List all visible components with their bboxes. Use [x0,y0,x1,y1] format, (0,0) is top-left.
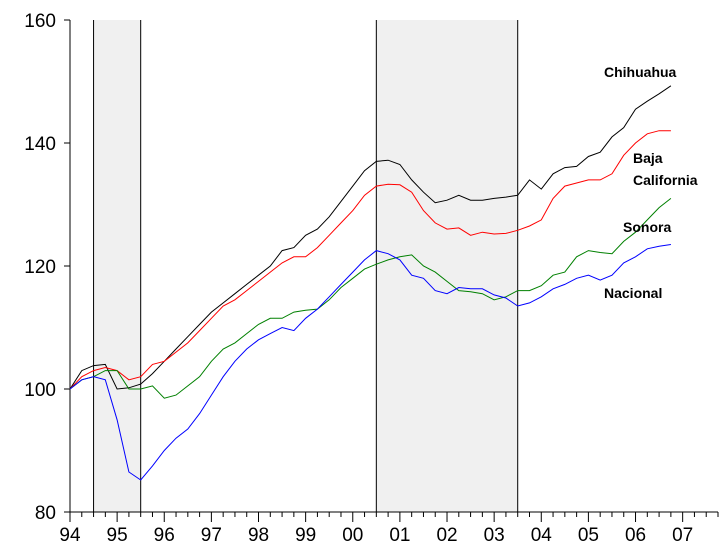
x-tick-label: 01 [389,525,410,546]
series-line [69,130,671,390]
series-line [69,244,671,481]
series-label: Sonora [623,219,672,235]
x-tick-label: 06 [625,525,646,546]
y-tick-label: 80 [35,503,56,524]
x-tick-label: 99 [295,525,316,546]
x-tick-label: 04 [531,525,553,546]
series-label: Chihuahua [604,64,677,80]
x-tick-label: 03 [484,525,505,546]
series-line [69,198,672,399]
series-label: Nacional [604,285,663,301]
x-tick-label: 97 [201,525,222,546]
y-tick-label: 120 [24,257,56,278]
y-tick-label: 160 [24,11,56,32]
x-tick-label: 96 [154,525,175,546]
series-line [69,85,672,390]
x-tick-label: 05 [578,525,599,546]
x-tick-label: 00 [342,525,363,546]
y-tick-label: 100 [24,380,56,401]
shaded-region [376,20,518,512]
x-tick-label: 98 [248,525,269,546]
x-tick-label: 02 [436,525,457,546]
shaded-region [93,20,141,512]
y-tick-label: 140 [24,134,56,155]
x-tick-label: 07 [672,525,693,546]
x-tick-label: 94 [59,525,81,546]
series-label: Baja California [633,150,698,188]
x-tick-label: 95 [107,525,128,546]
